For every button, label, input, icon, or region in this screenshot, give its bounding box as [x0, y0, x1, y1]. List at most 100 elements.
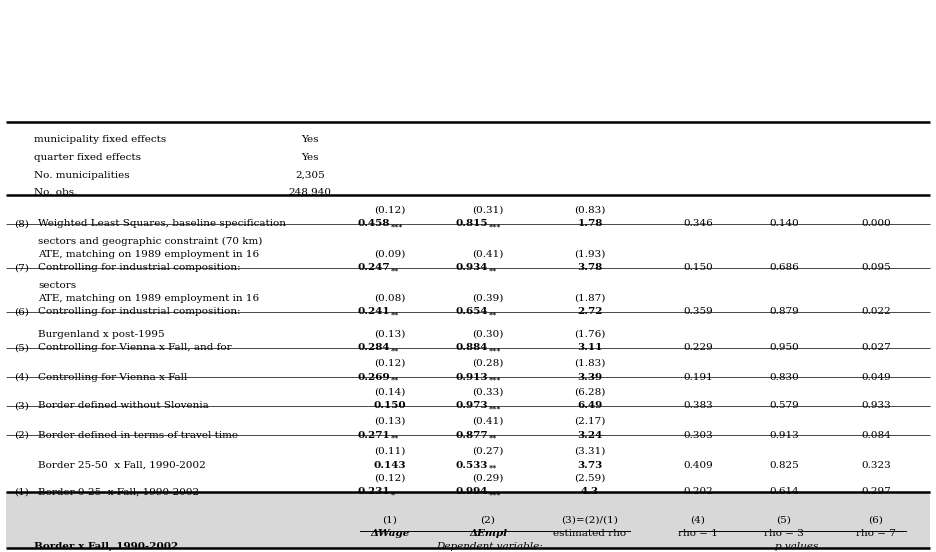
Text: Border 0-25  x Fall, 1990-2002: Border 0-25 x Fall, 1990-2002 — [38, 487, 199, 496]
Text: Border defined in terms of travel time: Border defined in terms of travel time — [38, 431, 238, 439]
Text: 0.247: 0.247 — [358, 263, 390, 273]
Text: 0.994: 0.994 — [456, 487, 488, 496]
Text: 0.084: 0.084 — [861, 431, 891, 439]
Text: No. obs.: No. obs. — [34, 188, 78, 197]
Text: No. municipalities: No. municipalities — [34, 171, 129, 179]
Text: (2.59): (2.59) — [575, 474, 606, 483]
Bar — [6, 492, 930, 548]
Text: 0.140: 0.140 — [769, 220, 798, 229]
Text: 0.191: 0.191 — [683, 373, 713, 381]
Text: Yes: Yes — [301, 153, 319, 162]
Text: (0.39): (0.39) — [473, 294, 504, 303]
Text: ΔEmpl: ΔEmpl — [469, 529, 507, 538]
Text: (0.27): (0.27) — [473, 447, 504, 456]
Text: 0.143: 0.143 — [373, 460, 406, 470]
Text: Border 25-50  x Fall, 1990-2002: Border 25-50 x Fall, 1990-2002 — [38, 460, 206, 470]
Text: (3): (3) — [14, 401, 29, 411]
Text: 0.346: 0.346 — [683, 220, 713, 229]
Text: Burgenland x post-1995: Burgenland x post-1995 — [38, 330, 165, 339]
Text: (7): (7) — [14, 263, 29, 273]
Text: 0.359: 0.359 — [683, 307, 713, 316]
Text: quarter fixed effects: quarter fixed effects — [34, 153, 141, 162]
Text: (0.41): (0.41) — [473, 417, 504, 426]
Text: Yes: Yes — [301, 135, 319, 145]
Text: (6): (6) — [869, 516, 884, 525]
Text: 0.027: 0.027 — [861, 343, 891, 353]
Text: (0.83): (0.83) — [575, 206, 606, 215]
Text: 0.231: 0.231 — [358, 487, 390, 496]
Text: Weighted Least Squares, baseline specification: Weighted Least Squares, baseline specifi… — [38, 220, 286, 229]
Text: 0.913: 0.913 — [456, 373, 488, 381]
Text: 0.000: 0.000 — [861, 220, 891, 229]
Text: (1.83): (1.83) — [575, 359, 606, 368]
Text: (5): (5) — [14, 343, 29, 353]
Text: (2): (2) — [480, 516, 495, 525]
Text: 0.825: 0.825 — [769, 460, 798, 470]
Text: 0.269: 0.269 — [358, 373, 390, 381]
Text: 0.229: 0.229 — [683, 343, 713, 353]
Text: (0.13): (0.13) — [374, 417, 405, 426]
Text: (4): (4) — [691, 516, 706, 525]
Text: 0.049: 0.049 — [861, 373, 891, 381]
Text: 0.150: 0.150 — [683, 263, 713, 273]
Text: ***: *** — [489, 376, 502, 384]
Text: **: ** — [391, 376, 400, 384]
Text: (6): (6) — [14, 307, 29, 316]
Text: rho = 1: rho = 1 — [678, 529, 718, 538]
Text: rho = 3: rho = 3 — [764, 529, 804, 538]
Text: 0.614: 0.614 — [769, 487, 798, 496]
Text: (5): (5) — [777, 516, 792, 525]
Text: **: ** — [489, 311, 497, 319]
Text: 0.815: 0.815 — [456, 220, 488, 229]
Text: rho = 7: rho = 7 — [856, 529, 896, 538]
Text: (8): (8) — [14, 220, 29, 229]
Text: 2.72: 2.72 — [578, 307, 603, 316]
Text: ***: *** — [489, 223, 502, 231]
Text: 0.150: 0.150 — [373, 401, 406, 411]
Text: municipality fixed effects: municipality fixed effects — [34, 135, 167, 145]
Text: ATE, matching on 1989 employment in 16: ATE, matching on 1989 employment in 16 — [38, 294, 259, 303]
Text: ΔWage: ΔWage — [371, 529, 410, 538]
Text: *: * — [391, 491, 395, 499]
Text: 6.49: 6.49 — [578, 401, 603, 411]
Text: (2.17): (2.17) — [575, 417, 606, 426]
Text: 0.933: 0.933 — [861, 401, 891, 411]
Text: (6.28): (6.28) — [575, 388, 606, 397]
Text: **: ** — [391, 311, 400, 319]
Text: (0.41): (0.41) — [473, 250, 504, 259]
Text: **: ** — [489, 434, 497, 442]
Text: Controlling for Vienna x Fall: Controlling for Vienna x Fall — [38, 373, 187, 381]
Text: (0.12): (0.12) — [374, 206, 405, 215]
Text: 4.3: 4.3 — [581, 487, 599, 496]
Text: (1.87): (1.87) — [575, 294, 606, 303]
Text: (0.09): (0.09) — [374, 250, 405, 259]
Text: 0.877: 0.877 — [456, 431, 488, 439]
Text: ***: *** — [489, 491, 502, 499]
Text: 0.202: 0.202 — [683, 487, 713, 496]
Text: 0.271: 0.271 — [358, 431, 390, 439]
Text: (1): (1) — [14, 487, 29, 496]
Text: (1): (1) — [383, 516, 398, 525]
Text: 3.73: 3.73 — [578, 460, 603, 470]
Text: (1.93): (1.93) — [575, 250, 606, 259]
Text: (4): (4) — [14, 373, 29, 381]
Text: ATE, matching on 1989 employment in 16: ATE, matching on 1989 employment in 16 — [38, 250, 259, 259]
Text: 0.303: 0.303 — [683, 431, 713, 439]
Text: (0.31): (0.31) — [473, 206, 504, 215]
Text: 0.284: 0.284 — [358, 343, 390, 353]
Text: 0.879: 0.879 — [769, 307, 798, 316]
Text: (0.14): (0.14) — [374, 388, 405, 397]
Text: **: ** — [489, 267, 497, 275]
Text: **: ** — [489, 464, 497, 472]
Text: 248,940: 248,940 — [288, 188, 331, 197]
Text: 0.022: 0.022 — [861, 307, 891, 316]
Text: 0.579: 0.579 — [769, 401, 798, 411]
Text: estimated rho: estimated rho — [553, 529, 626, 538]
Text: 3.39: 3.39 — [578, 373, 603, 381]
Text: Controlling for Vienna x Fall, and for: Controlling for Vienna x Fall, and for — [38, 343, 231, 353]
Text: 2,305: 2,305 — [295, 171, 325, 179]
Text: Controlling for industrial composition:: Controlling for industrial composition: — [38, 307, 241, 316]
Text: (0.11): (0.11) — [374, 447, 405, 456]
Text: Border defined without Slovenia: Border defined without Slovenia — [38, 401, 209, 411]
Text: p values: p values — [775, 542, 819, 551]
